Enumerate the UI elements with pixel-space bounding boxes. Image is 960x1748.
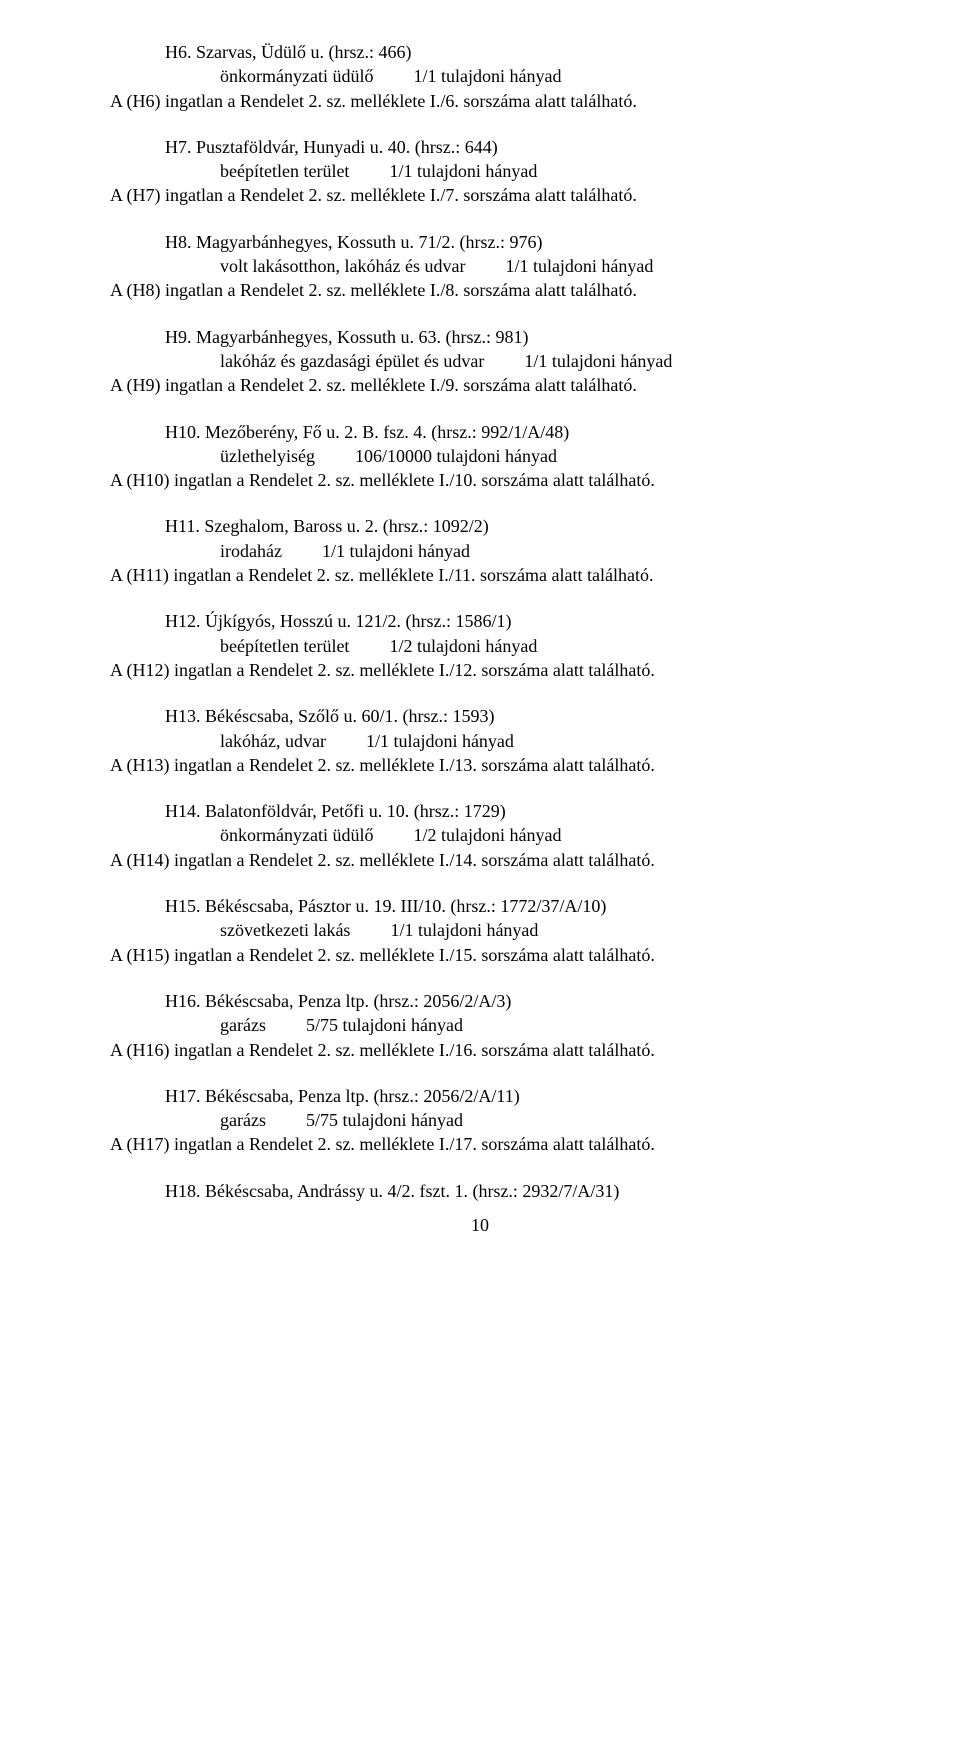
entry-header: H16. Békéscsaba, Penza ltp. (hrsz.: 2056… (110, 989, 850, 1013)
entry-reference: A (H17) ingatlan a Rendelet 2. sz. mellé… (110, 1132, 850, 1156)
entry-detail: önkormányzati üdülő1/1 tulajdoni hányad (110, 64, 850, 88)
entry-header: H12. Újkígyós, Hosszú u. 121/2. (hrsz.: … (110, 609, 850, 633)
entry-share: 1/2 tulajdoni hányad (373, 823, 561, 847)
entry-type: lakóház, udvar (220, 729, 326, 753)
entry-detail: beépítetlen terület1/1 tulajdoni hányad (110, 159, 850, 183)
entry-detail: irodaház1/1 tulajdoni hányad (110, 539, 850, 563)
entry-reference: A (H12) ingatlan a Rendelet 2. sz. mellé… (110, 658, 850, 682)
entry-reference: A (H7) ingatlan a Rendelet 2. sz. mellék… (110, 183, 850, 207)
entry-share: 1/1 tulajdoni hányad (326, 729, 514, 753)
property-entry: H17. Békéscsaba, Penza ltp. (hrsz.: 2056… (110, 1084, 850, 1157)
entry-detail: garázs5/75 tulajdoni hányad (110, 1013, 850, 1037)
entry-reference: A (H11) ingatlan a Rendelet 2. sz. mellé… (110, 563, 850, 587)
entry-type: önkormányzati üdülő (220, 823, 373, 847)
entry-type: garázs (220, 1013, 266, 1037)
entry-reference: A (H15) ingatlan a Rendelet 2. sz. mellé… (110, 943, 850, 967)
entry-header-last: H18. Békéscsaba, Andrássy u. 4/2. fszt. … (110, 1179, 850, 1203)
entry-header: H14. Balatonföldvár, Petőfi u. 10. (hrsz… (110, 799, 850, 823)
property-entry: H7. Pusztaföldvár, Hunyadi u. 40. (hrsz.… (110, 135, 850, 208)
entry-reference: A (H14) ingatlan a Rendelet 2. sz. mellé… (110, 848, 850, 872)
property-entry: H12. Újkígyós, Hosszú u. 121/2. (hrsz.: … (110, 609, 850, 682)
entry-header: H8. Magyarbánhegyes, Kossuth u. 71/2. (h… (110, 230, 850, 254)
entry-header: H17. Békéscsaba, Penza ltp. (hrsz.: 2056… (110, 1084, 850, 1108)
entry-header: H6. Szarvas, Üdülő u. (hrsz.: 466) (110, 40, 850, 64)
entry-type: önkormányzati üdülő (220, 64, 373, 88)
entry-detail: lakóház és gazdasági épület és udvar1/1 … (110, 349, 850, 373)
entry-reference: A (H8) ingatlan a Rendelet 2. sz. mellék… (110, 278, 850, 302)
entry-share: 1/2 tulajdoni hányad (349, 634, 537, 658)
property-entry: H14. Balatonföldvár, Petőfi u. 10. (hrsz… (110, 799, 850, 872)
entry-type: beépítetlen terület (220, 634, 349, 658)
entry-share: 1/1 tulajdoni hányad (349, 159, 537, 183)
entry-detail: üzlethelyiség106/10000 tulajdoni hányad (110, 444, 850, 468)
entry-header: H15. Békéscsaba, Pásztor u. 19. III/10. … (110, 894, 850, 918)
entry-type: szövetkezeti lakás (220, 918, 350, 942)
entry-detail: önkormányzati üdülő1/2 tulajdoni hányad (110, 823, 850, 847)
entry-type: üzlethelyiség (220, 444, 315, 468)
entry-type: beépítetlen terület (220, 159, 349, 183)
entry-reference: A (H6) ingatlan a Rendelet 2. sz. mellék… (110, 89, 850, 113)
entry-reference: A (H10) ingatlan a Rendelet 2. sz. mellé… (110, 468, 850, 492)
page-number: 10 (110, 1213, 850, 1237)
entry-type: lakóház és gazdasági épület és udvar (220, 349, 484, 373)
entry-share: 1/1 tulajdoni hányad (350, 918, 538, 942)
entry-type: irodaház (220, 539, 282, 563)
property-entry: H16. Békéscsaba, Penza ltp. (hrsz.: 2056… (110, 989, 850, 1062)
property-entry: H13. Békéscsaba, Szőlő u. 60/1. (hrsz.: … (110, 704, 850, 777)
entry-header: H7. Pusztaföldvár, Hunyadi u. 40. (hrsz.… (110, 135, 850, 159)
entry-type: garázs (220, 1108, 266, 1132)
entry-detail: szövetkezeti lakás1/1 tulajdoni hányad (110, 918, 850, 942)
entry-share: 1/1 tulajdoni hányad (484, 349, 672, 373)
entry-header: H10. Mezőberény, Fő u. 2. B. fsz. 4. (hr… (110, 420, 850, 444)
entry-header: H9. Magyarbánhegyes, Kossuth u. 63. (hrs… (110, 325, 850, 349)
property-entry: H9. Magyarbánhegyes, Kossuth u. 63. (hrs… (110, 325, 850, 398)
entry-header: H11. Szeghalom, Baross u. 2. (hrsz.: 109… (110, 514, 850, 538)
entry-reference: A (H13) ingatlan a Rendelet 2. sz. mellé… (110, 753, 850, 777)
entry-share: 106/10000 tulajdoni hányad (315, 444, 557, 468)
property-entry: H11. Szeghalom, Baross u. 2. (hrsz.: 109… (110, 514, 850, 587)
entry-reference: A (H16) ingatlan a Rendelet 2. sz. mellé… (110, 1038, 850, 1062)
entry-reference: A (H9) ingatlan a Rendelet 2. sz. mellék… (110, 373, 850, 397)
entry-detail: garázs5/75 tulajdoni hányad (110, 1108, 850, 1132)
entry-share: 5/75 tulajdoni hányad (266, 1108, 463, 1132)
property-entry: H10. Mezőberény, Fő u. 2. B. fsz. 4. (hr… (110, 420, 850, 493)
entry-share: 1/1 tulajdoni hányad (465, 254, 653, 278)
entry-share: 1/1 tulajdoni hányad (282, 539, 470, 563)
entry-detail: lakóház, udvar1/1 tulajdoni hányad (110, 729, 850, 753)
entry-share: 1/1 tulajdoni hányad (373, 64, 561, 88)
entry-detail: volt lakásotthon, lakóház és udvar1/1 tu… (110, 254, 850, 278)
entry-share: 5/75 tulajdoni hányad (266, 1013, 463, 1037)
property-entry: H8. Magyarbánhegyes, Kossuth u. 71/2. (h… (110, 230, 850, 303)
entry-detail: beépítetlen terület1/2 tulajdoni hányad (110, 634, 850, 658)
property-entry: H6. Szarvas, Üdülő u. (hrsz.: 466)önkorm… (110, 40, 850, 113)
property-entry: H15. Békéscsaba, Pásztor u. 19. III/10. … (110, 894, 850, 967)
entry-header: H13. Békéscsaba, Szőlő u. 60/1. (hrsz.: … (110, 704, 850, 728)
entry-type: volt lakásotthon, lakóház és udvar (220, 254, 465, 278)
